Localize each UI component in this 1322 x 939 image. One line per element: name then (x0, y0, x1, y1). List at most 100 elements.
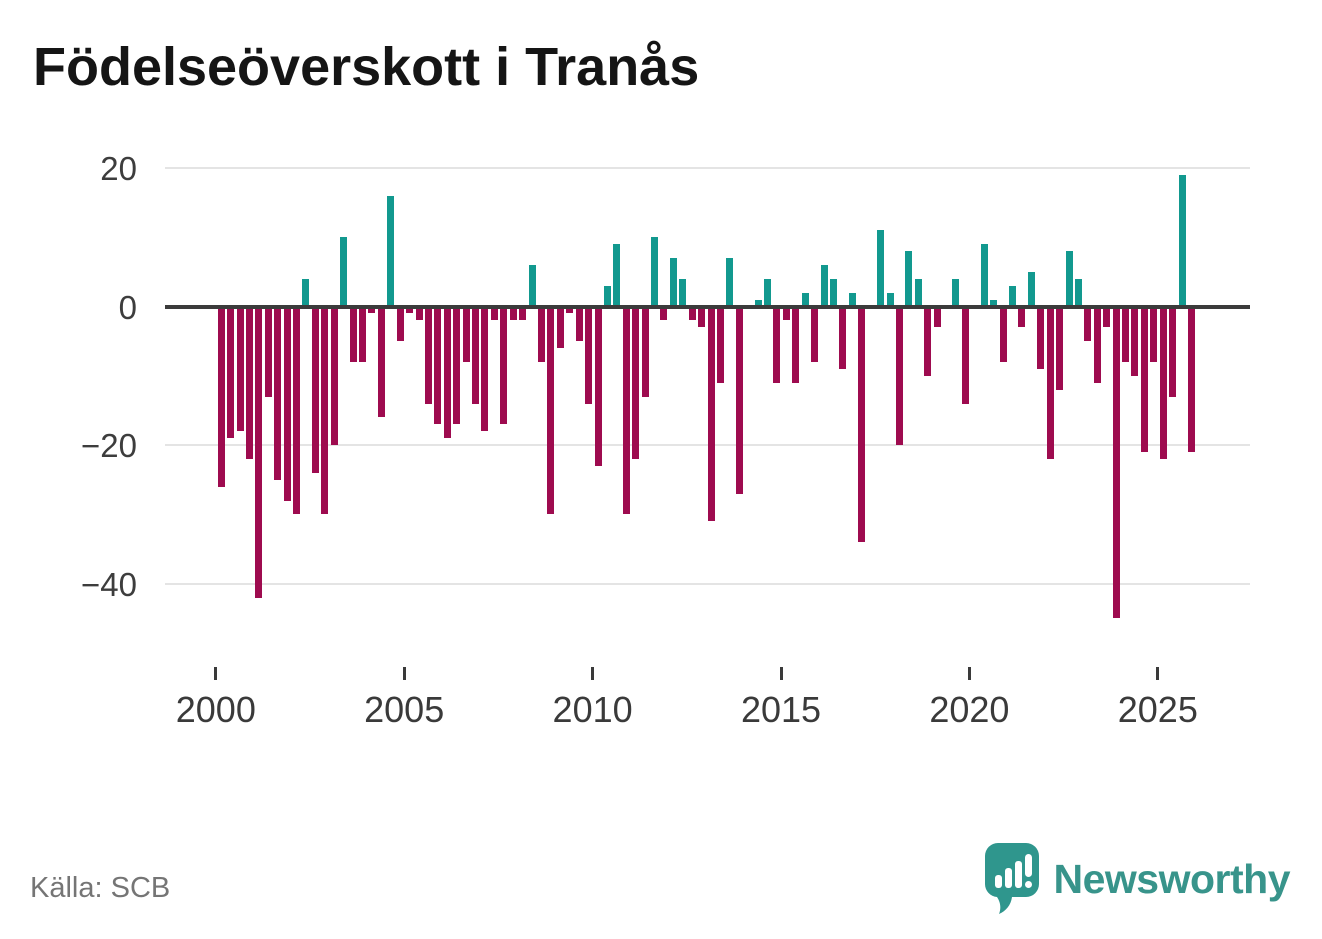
bar-2019Q4 (961, 306, 969, 404)
bar-2012Q1 (669, 257, 677, 307)
x-axis-label-2010: 2010 (552, 689, 633, 730)
bar-2022Q4 (1074, 278, 1082, 307)
bar-2011Q2 (641, 306, 649, 397)
bar-2015Q3 (801, 292, 809, 307)
x-axis-label-2005: 2005 (364, 689, 445, 730)
bar-2006Q1 (443, 306, 451, 439)
bar-2024Q2 (1131, 306, 1139, 376)
bar-2001Q1 (255, 306, 263, 598)
bar-2011Q1 (632, 306, 640, 459)
logo-bar-2 (1004, 868, 1012, 888)
bar-2021Q2 (1018, 306, 1026, 328)
bar-2020Q4 (999, 306, 1007, 362)
bar-2025Q2 (1169, 306, 1177, 397)
bar-2001Q2 (264, 306, 272, 397)
bar-2024Q1 (1122, 306, 1130, 362)
bar-2013Q2 (716, 306, 724, 383)
bar-2007Q3 (500, 306, 508, 425)
bar-2021Q1 (1008, 285, 1016, 307)
bar-2004Q1 (368, 306, 376, 314)
bar-2015Q4 (811, 306, 819, 362)
bar-2008Q2 (528, 264, 536, 307)
bar-2002Q1 (293, 306, 301, 515)
bar-2025Q4 (1187, 306, 1195, 453)
bar-2022Q3 (1065, 251, 1073, 307)
bar-2009Q4 (585, 306, 593, 404)
bar-2019Q3 (952, 278, 960, 307)
bar-2016Q2 (830, 278, 837, 307)
bar-2008Q1 (519, 306, 527, 321)
bar-2009Q2 (566, 306, 574, 314)
bar-2014Q2 (754, 299, 762, 307)
bar-2000Q2 (227, 306, 235, 439)
x-axis-tick-2025 (1156, 667, 1160, 680)
bar-2017Q4 (886, 292, 894, 307)
bar-2005Q2 (415, 306, 423, 321)
x-axis-label-2025: 2025 (1117, 689, 1198, 730)
bar-2022Q2 (1056, 306, 1064, 390)
bar-2005Q1 (406, 306, 414, 314)
gridline-y-20 (165, 444, 1250, 447)
x-axis-label-2000: 2000 (175, 689, 256, 730)
bar-2012Q3 (688, 306, 696, 321)
y-axis-label--20: −20 (81, 427, 137, 465)
bar-2014Q4 (773, 306, 781, 383)
source-note: Källa: SCB (30, 872, 171, 904)
bar-2019Q1 (933, 306, 941, 328)
x-axis-tick-2005 (402, 667, 406, 680)
bar-2010Q4 (622, 306, 630, 515)
bar-2007Q4 (509, 306, 517, 321)
bar-2025Q3 (1178, 174, 1186, 307)
bar-2014Q3 (764, 278, 772, 307)
plot-area: 20 0 −20 −40 2000 2005 2010 2015 2020 2025 (81, 149, 1250, 730)
bar-2009Q1 (556, 306, 564, 349)
bar-2017Q3 (877, 230, 885, 307)
gridline-y-40 (165, 582, 1250, 585)
x-axis-label-2020: 2020 (929, 689, 1010, 730)
bar-2008Q3 (537, 306, 545, 362)
bar-2003Q1 (330, 306, 338, 446)
bar-2002Q3 (311, 306, 319, 473)
bar-2013Q1 (707, 306, 715, 522)
bar-2009Q3 (575, 306, 583, 342)
bar-2025Q1 (1159, 306, 1167, 459)
newsworthy-logo-icon (984, 843, 1039, 914)
bar-2004Q2 (377, 306, 385, 418)
page-title: Födelseöverskott i Tranås (33, 37, 700, 97)
bar-2023Q3 (1103, 306, 1111, 328)
bar-2008Q4 (547, 306, 555, 515)
bar-2000Q1 (217, 306, 225, 487)
bar-2023Q2 (1093, 306, 1101, 383)
bar-2006Q3 (462, 306, 470, 362)
bar-2007Q2 (490, 306, 498, 321)
newsworthy-logo: Newsworthy (984, 840, 1291, 918)
bar-2004Q3 (387, 195, 395, 307)
bar-2018Q4 (924, 306, 932, 376)
bar-2020Q2 (980, 244, 988, 307)
bar-2016Q1 (820, 264, 828, 307)
y-axis-label-20: 20 (100, 149, 137, 187)
bar-2020Q3 (990, 299, 998, 307)
bar-2003Q2 (340, 237, 348, 307)
bar-2003Q4 (359, 306, 366, 362)
logo-bar-3 (1014, 861, 1022, 888)
bar-2001Q4 (283, 306, 291, 501)
x-axis-label-2015: 2015 (740, 689, 822, 730)
x-axis-tick-2015 (779, 667, 783, 680)
bar-2011Q4 (660, 306, 668, 321)
bar-2005Q4 (434, 306, 442, 425)
bar-2015Q2 (792, 306, 800, 383)
bar-2024Q4 (1150, 306, 1158, 362)
y-axis-label--40: −40 (81, 565, 137, 603)
bar-2010Q3 (613, 244, 621, 307)
bar-2010Q1 (594, 306, 602, 466)
bar-2023Q4 (1112, 306, 1120, 619)
bar-2017Q1 (858, 306, 866, 543)
bar-2006Q4 (472, 306, 480, 404)
bar-2000Q3 (236, 306, 244, 432)
bar-2010Q2 (603, 285, 611, 307)
bar-2018Q1 (895, 306, 903, 446)
bar-2023Q1 (1084, 306, 1092, 342)
newsworthy-logo-text: Newsworthy (1053, 856, 1291, 902)
